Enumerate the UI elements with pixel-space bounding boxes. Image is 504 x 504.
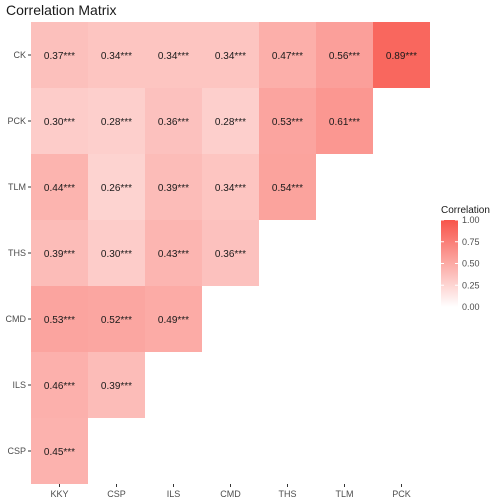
heatmap-cell-ILS-CSP (88, 352, 145, 418)
legend-tick-label-1.00: 1.00 (462, 215, 480, 225)
x-tick-label-CSP: CSP (107, 489, 126, 499)
cell-label-PCK-KKY: 0.30*** (44, 117, 75, 128)
cell-label-TLM-CMD: 0.34*** (215, 183, 246, 194)
cell-label-PCK-CSP: 0.28*** (101, 117, 132, 128)
y-axis: CK PCK TLM THS CMD ILS CSP (6, 50, 31, 456)
y-tick-label-CMD: CMD (6, 314, 27, 324)
cell-label-CMD-ILS: 0.49*** (158, 315, 189, 326)
cell-label-PCK-CMD: 0.28*** (215, 117, 246, 128)
cell-label-TLM-KKY: 0.44*** (44, 183, 75, 194)
cell-labels: 0.37*** 0.34*** 0.34*** 0.34*** 0.47*** 0.56*… (44, 51, 417, 458)
cell-label-THS-CSP: 0.30*** (101, 249, 132, 260)
heatmap-cell-TLM-CSP (88, 154, 145, 220)
heatmap-cell-CMD-ILS (145, 286, 202, 352)
legend-tick-label-0.00: 0.00 (462, 302, 480, 312)
legend-title: Correlation (441, 205, 490, 216)
heatmap-cell-PCK-THS (259, 88, 316, 154)
cell-label-PCK-THS: 0.53*** (272, 117, 303, 128)
heatmap-cell-PCK-ILS (145, 88, 202, 154)
heatmap-cell-THS-CSP (88, 220, 145, 286)
heatmap-cell-PCK-TLM (316, 88, 373, 154)
heatmap-cell-CMD-CSP (88, 286, 145, 352)
heatmap-cell-CK-THS (259, 22, 316, 88)
y-tick-label-ILS: ILS (12, 380, 26, 390)
cell-label-THS-KKY: 0.39*** (44, 249, 75, 260)
cell-label-THS-CMD: 0.36*** (215, 249, 246, 260)
heatmap-cell-TLM-CMD (202, 154, 259, 220)
cell-label-ILS-CSP: 0.39*** (101, 381, 132, 392)
heatmap-cell-CK-TLM (316, 22, 373, 88)
y-tick-label-CK: CK (13, 50, 26, 60)
x-tick-label-CMD: CMD (220, 489, 241, 499)
cell-label-CMD-KKY: 0.53*** (44, 315, 75, 326)
chart-title: Correlation Matrix (6, 2, 117, 18)
heatmap-cell-PCK-KKY (31, 88, 88, 154)
cell-label-TLM-ILS: 0.39*** (158, 183, 189, 194)
legend-tick-label-0.25: 0.25 (462, 280, 480, 290)
heatmap-cell-THS-CMD (202, 220, 259, 286)
heatmap-cell-THS-ILS (145, 220, 202, 286)
legend-tick-label-0.75: 0.75 (462, 237, 480, 247)
heatmap-cell-ILS-KKY (31, 352, 88, 418)
heatmap-cell-PCK-CMD (202, 88, 259, 154)
cell-label-CK-ILS: 0.34*** (158, 51, 189, 62)
x-tick-label-THS: THS (279, 489, 297, 499)
x-tick-label-KKY: KKY (50, 489, 68, 499)
x-tick-label-TLM: TLM (336, 489, 354, 499)
legend-color-bar (441, 220, 458, 307)
cell-label-CK-CSP: 0.34*** (101, 51, 132, 62)
cell-label-THS-ILS: 0.43*** (158, 249, 189, 260)
heatmap-cell-CSP-KKY (31, 418, 88, 484)
x-tick-label-PCK: PCK (392, 489, 411, 499)
cell-label-CK-KKY: 0.37*** (44, 51, 75, 62)
y-tick-label-TLM: TLM (8, 182, 26, 192)
heatmap-cell-THS-KKY (31, 220, 88, 286)
legend-tick-label-0.50: 0.50 (462, 259, 480, 269)
legend: Correlation 0.00 0.25 0.50 0.75 1.00 (441, 205, 490, 312)
heatmap-cell-CK-KKY (31, 22, 88, 88)
cell-label-TLM-CSP: 0.26*** (101, 183, 132, 194)
heatmap-cell-TLM-KKY (31, 154, 88, 220)
y-tick-label-THS: THS (8, 248, 26, 258)
heatmap-cell-CMD-KKY (31, 286, 88, 352)
heatmap-cell-TLM-THS (259, 154, 316, 220)
cell-label-CK-PCK: 0.89*** (386, 51, 417, 62)
heatmap-cell-CK-CMD (202, 22, 259, 88)
cell-label-CK-CMD: 0.34*** (215, 51, 246, 62)
x-tick-label-ILS: ILS (167, 489, 181, 499)
y-tick-label-PCK: PCK (7, 116, 26, 126)
x-axis: KKY CSP ILS CMD THS TLM PCK (50, 484, 411, 499)
heatmap-cell-CK-CSP (88, 22, 145, 88)
cell-label-CK-TLM: 0.56*** (329, 51, 360, 62)
heatmap-cell-CK-PCK (373, 22, 430, 88)
cell-label-CK-THS: 0.47*** (272, 51, 303, 62)
heatmap-cell-CK-ILS (145, 22, 202, 88)
y-tick-label-CSP: CSP (7, 446, 26, 456)
cell-label-CMD-CSP: 0.52*** (101, 315, 132, 326)
cell-label-PCK-ILS: 0.36*** (158, 117, 189, 128)
heatmap-cell-TLM-ILS (145, 154, 202, 220)
cell-label-ILS-KKY: 0.46*** (44, 381, 75, 392)
heatmap-cell-PCK-CSP (88, 88, 145, 154)
heatmap-cells (31, 22, 430, 484)
cell-label-TLM-THS: 0.54*** (272, 183, 303, 194)
cell-label-CSP-KKY: 0.45*** (44, 447, 75, 458)
cell-label-PCK-TLM: 0.61*** (329, 117, 360, 128)
